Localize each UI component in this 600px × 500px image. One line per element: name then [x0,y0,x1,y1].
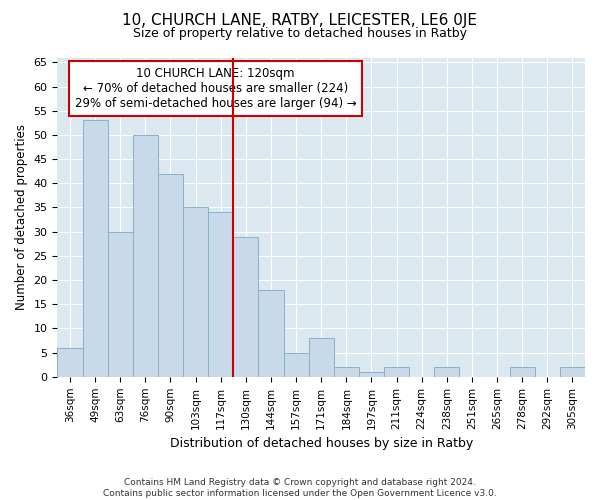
Text: Size of property relative to detached houses in Ratby: Size of property relative to detached ho… [133,28,467,40]
Bar [107,232,133,377]
Text: 10, CHURCH LANE, RATBY, LEICESTER, LE6 0JE: 10, CHURCH LANE, RATBY, LEICESTER, LE6 0… [122,12,478,28]
Bar [284,352,308,377]
Bar [208,212,233,377]
Bar [308,338,334,377]
Bar [83,120,107,377]
Text: 10 CHURCH LANE: 120sqm
← 70% of detached houses are smaller (224)
29% of semi-de: 10 CHURCH LANE: 120sqm ← 70% of detached… [75,67,356,110]
Bar [183,208,208,377]
Text: Contains HM Land Registry data © Crown copyright and database right 2024.
Contai: Contains HM Land Registry data © Crown c… [103,478,497,498]
Bar [384,367,409,377]
Bar [359,372,384,377]
Bar [233,236,259,377]
Y-axis label: Number of detached properties: Number of detached properties [15,124,28,310]
Bar [158,174,183,377]
Bar [334,367,359,377]
Bar [133,135,158,377]
Bar [434,367,460,377]
Bar [560,367,585,377]
Bar [259,290,284,377]
X-axis label: Distribution of detached houses by size in Ratby: Distribution of detached houses by size … [170,437,473,450]
Bar [509,367,535,377]
Bar [58,348,83,377]
